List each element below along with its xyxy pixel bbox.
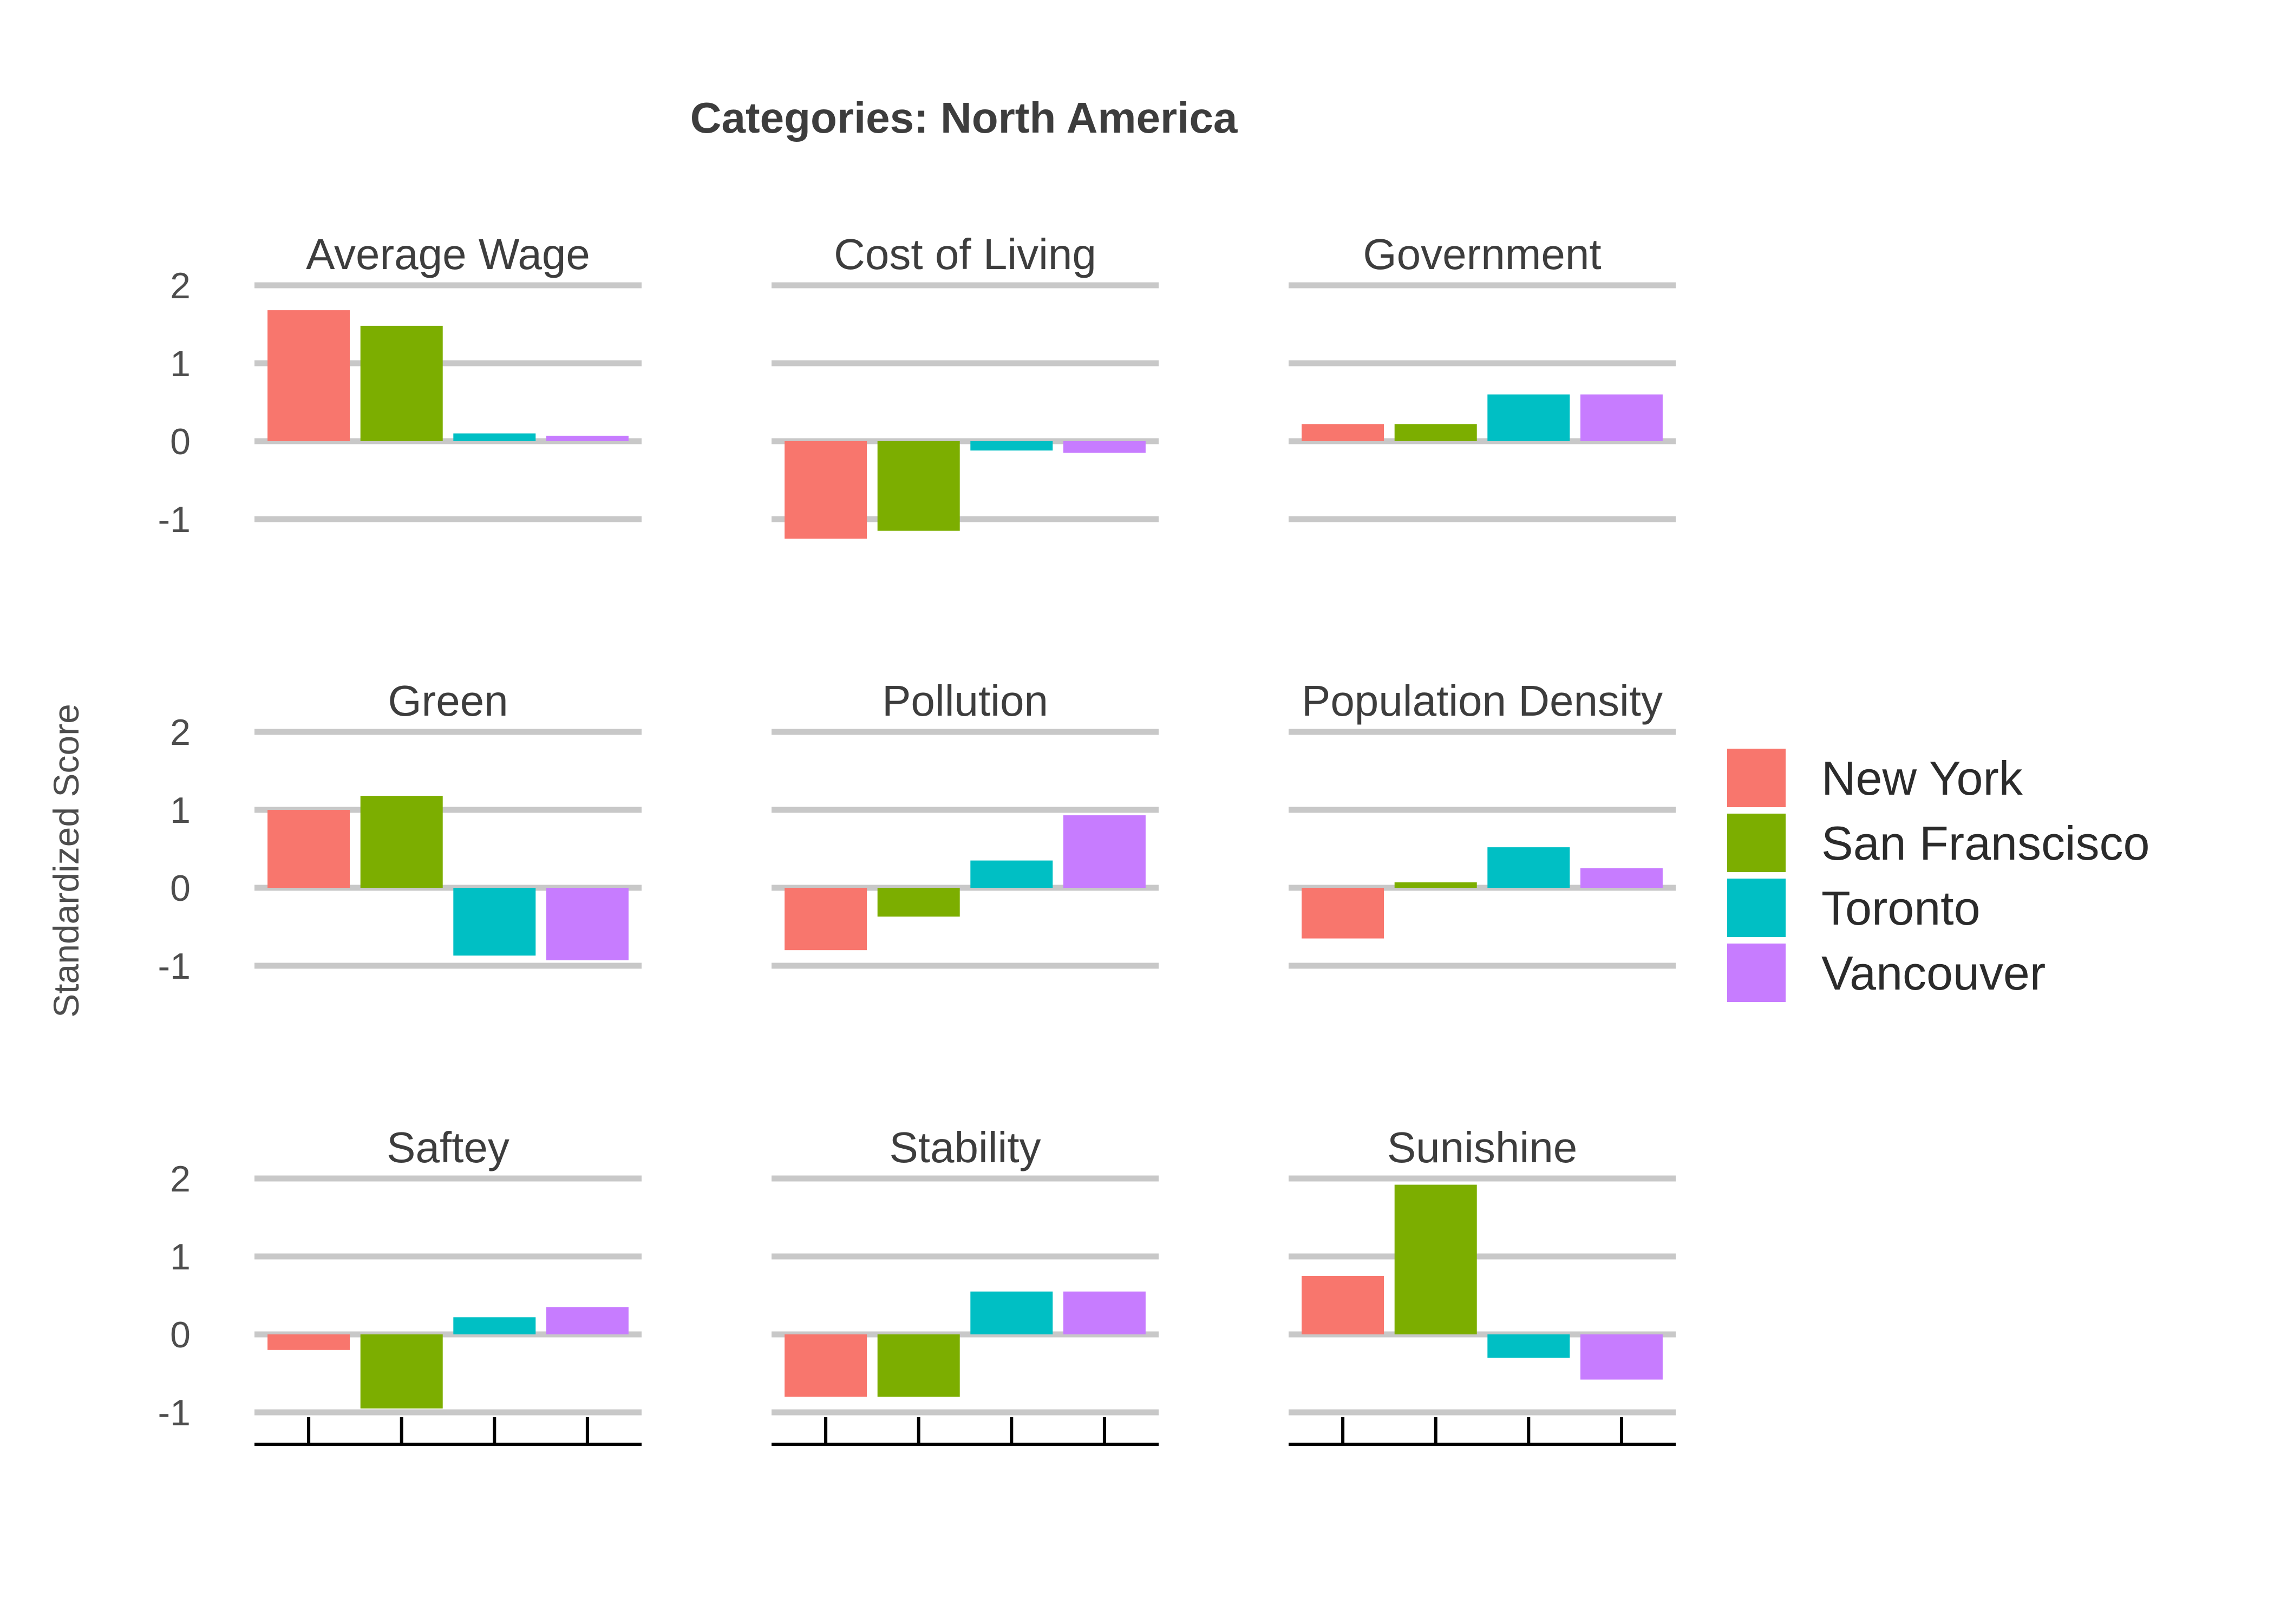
bar-government-vancouver (1580, 394, 1663, 441)
bar-saftey-san-franscisco (360, 1334, 443, 1409)
bar-population-density-toronto (1487, 847, 1570, 888)
legend-label: San Franscisco (1821, 816, 2149, 870)
panel-government: Government (1289, 230, 1676, 522)
panel-population-density: Population Density (1289, 677, 1676, 969)
bar-sunishine-new-york (1302, 1276, 1384, 1334)
panel-green: Green -1 0 1 2 (158, 677, 642, 987)
y-tick-label: -1 (158, 499, 191, 540)
y-tick-label: -1 (158, 946, 191, 987)
panel-title: Government (1363, 230, 1601, 278)
bar-sunishine-vancouver (1580, 1334, 1663, 1380)
panel-title: Saftey (387, 1123, 509, 1171)
panel-average-wage: Average Wage -1 0 1 2 (158, 230, 642, 540)
y-tick-label: 1 (170, 343, 191, 384)
bar-average-wage-toronto (453, 433, 536, 441)
bar-cost-of-living-toronto (970, 441, 1053, 451)
bar-stability-new-york (785, 1334, 867, 1397)
chart-title: Categories: North America (690, 94, 1238, 142)
bar-pollution-toronto (970, 860, 1053, 888)
panel-sunishine: Sunishine (1289, 1123, 1676, 1446)
bar-average-wage-new-york (267, 310, 350, 441)
bar-green-san-franscisco (360, 796, 443, 888)
legend-swatch (1727, 749, 1786, 807)
y-tick-label: 2 (170, 1158, 191, 1200)
bar-saftey-new-york (267, 1334, 350, 1350)
bar-stability-vancouver (1063, 1291, 1146, 1334)
y-tick-label: 1 (170, 1236, 191, 1278)
bar-pollution-san-franscisco (877, 888, 960, 917)
legend: New York San Franscisco Toronto Vancouver (1727, 749, 2149, 1002)
bar-green-toronto (453, 888, 536, 956)
y-tick-label: 2 (170, 712, 191, 753)
bar-population-density-new-york (1302, 888, 1384, 939)
y-tick-label: 2 (170, 265, 191, 306)
bar-population-density-vancouver (1580, 868, 1663, 888)
panel-title: Sunishine (1387, 1123, 1577, 1171)
y-tick-label: -1 (158, 1392, 191, 1433)
legend-swatch (1727, 944, 1786, 1002)
bar-saftey-toronto (453, 1317, 536, 1334)
bar-government-san-franscisco (1394, 424, 1477, 441)
panel-title: Green (388, 677, 508, 725)
legend-label: Vancouver (1821, 946, 2046, 1000)
panel-stability: Stability (772, 1123, 1159, 1446)
bar-green-vancouver (546, 888, 629, 960)
bar-pollution-vancouver (1063, 815, 1146, 888)
panel-title: Pollution (882, 677, 1048, 725)
panel-pollution: Pollution (772, 677, 1159, 969)
panel-title: Average Wage (306, 230, 590, 278)
y-tick-label: 1 (170, 790, 191, 831)
legend-label: New York (1821, 751, 2023, 805)
bar-saftey-vancouver (546, 1307, 629, 1334)
bar-government-toronto (1487, 394, 1570, 441)
y-tick-label: 0 (170, 868, 191, 909)
panel-title: Stability (889, 1123, 1041, 1171)
y-axis-title: Standardized Score (46, 704, 86, 1018)
legend-item-toronto: Toronto (1727, 879, 1981, 937)
bar-sunishine-toronto (1487, 1334, 1570, 1358)
bar-government-new-york (1302, 424, 1384, 441)
legend-swatch (1727, 879, 1786, 937)
y-tick-label: 0 (170, 421, 191, 462)
bar-cost-of-living-san-franscisco (877, 441, 960, 531)
legend-swatch (1727, 814, 1786, 872)
facet-panels: Average Wage -1 0 1 2 Cost of Living Governmen… (158, 230, 1676, 1446)
bar-population-density-san-franscisco (1394, 882, 1477, 888)
y-tick-label: 0 (170, 1314, 191, 1355)
bar-green-new-york (267, 810, 350, 888)
legend-item-new-york: New York (1727, 749, 2023, 807)
bar-average-wage-vancouver (546, 435, 629, 441)
bar-cost-of-living-new-york (785, 441, 867, 539)
bar-average-wage-san-franscisco (360, 325, 443, 441)
panel-title: Population Density (1302, 677, 1663, 725)
legend-item-san-franscisco: San Franscisco (1727, 814, 2149, 872)
bar-stability-toronto (970, 1291, 1053, 1334)
panel-cost-of-living: Cost of Living (772, 230, 1159, 539)
panel-title: Cost of Living (834, 230, 1096, 278)
bar-sunishine-san-franscisco (1394, 1184, 1477, 1334)
bar-stability-san-franscisco (877, 1334, 960, 1397)
bar-pollution-new-york (785, 888, 867, 951)
legend-item-vancouver: Vancouver (1727, 944, 2046, 1002)
panel-saftey: Saftey -1 0 1 2 (158, 1123, 642, 1446)
bar-cost-of-living-vancouver (1063, 441, 1146, 453)
legend-label: Toronto (1821, 881, 1981, 935)
